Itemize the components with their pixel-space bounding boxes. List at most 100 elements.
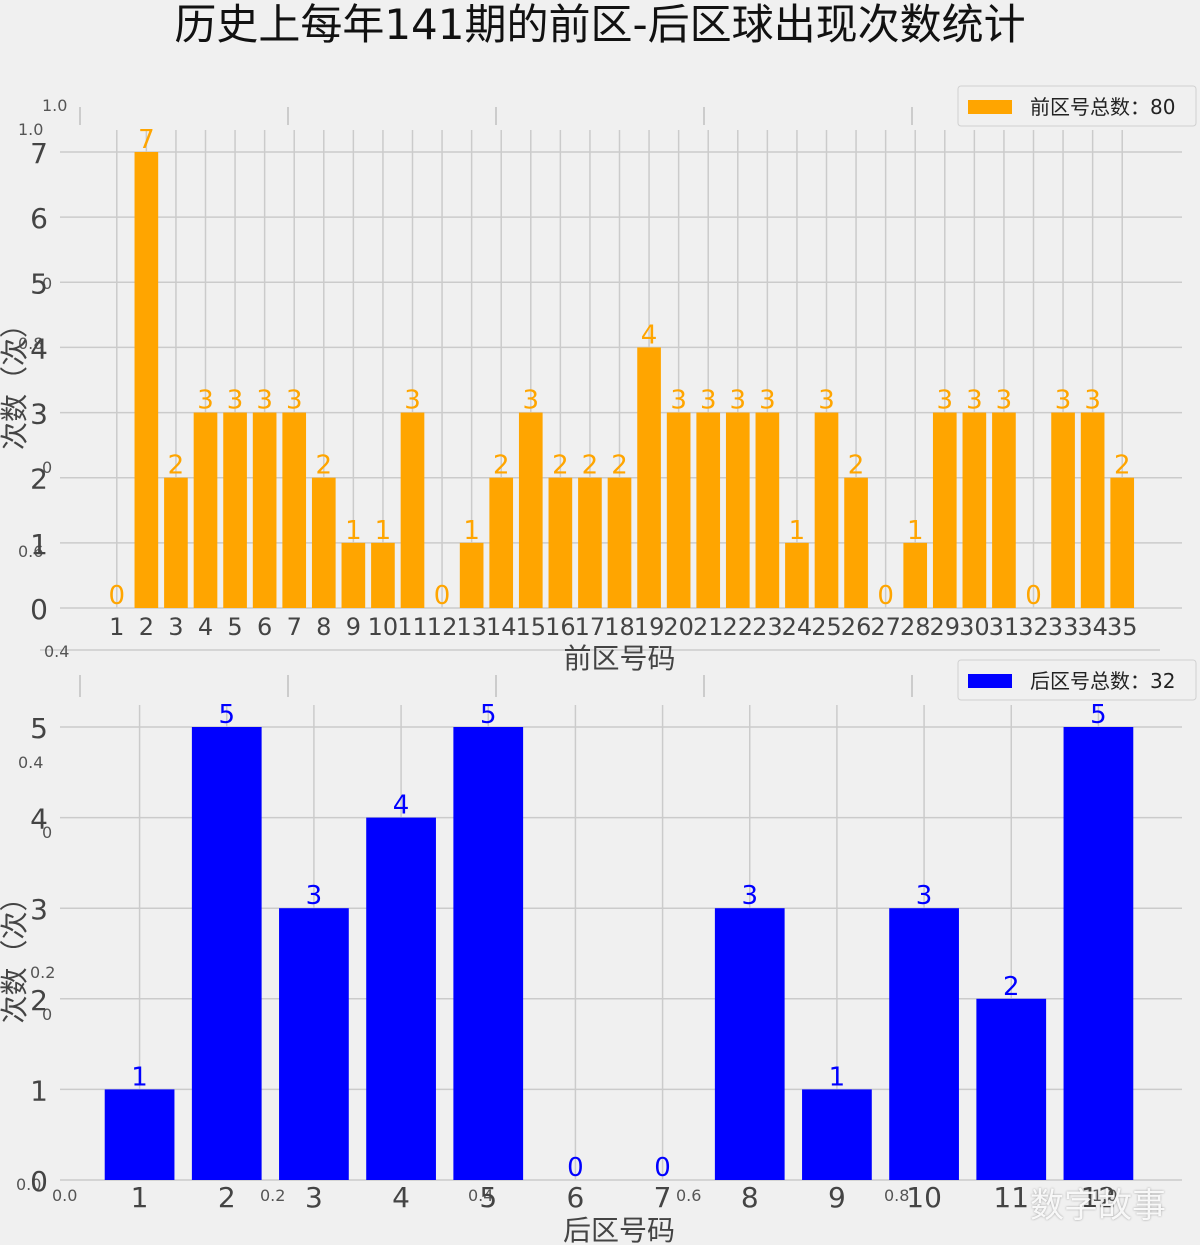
- background-y-tick-label: 0.4: [18, 753, 43, 772]
- bar: [282, 412, 307, 608]
- y-tick-label: 1: [30, 528, 48, 561]
- bar-value-label: 2: [493, 451, 510, 481]
- x-tick-label: 1: [109, 613, 124, 641]
- bar: [366, 817, 436, 1180]
- background-x-tick-label: 1.0: [1092, 1186, 1117, 1205]
- bar-value-label: 3: [523, 386, 540, 416]
- bar: [755, 412, 780, 608]
- background-y-tick-label: 0: [42, 1005, 52, 1024]
- y-axis-label: 次数（次）: [0, 883, 31, 1023]
- bar: [252, 412, 277, 608]
- x-axis-label: 前区号码: [563, 642, 675, 675]
- watermark-text: 数字故事: [1030, 1186, 1166, 1226]
- bar: [1080, 412, 1105, 608]
- background-y-tick-label: 0.8: [18, 334, 43, 353]
- bar-value-label: 2: [611, 451, 628, 481]
- y-tick-label: 7: [30, 137, 48, 170]
- bar-value-label: 2: [168, 451, 185, 481]
- x-tick-label: 16: [545, 613, 576, 641]
- bar-value-label: 2: [1003, 972, 1020, 1002]
- x-tick-label: 2: [218, 1181, 236, 1214]
- bar-value-label: 3: [1084, 386, 1101, 416]
- x-tick-label: 23: [752, 613, 783, 641]
- bar-value-label: 4: [393, 791, 410, 821]
- x-tick-label: 2: [139, 613, 154, 641]
- x-tick-label: 8: [316, 613, 331, 641]
- bar-value-label: 2: [848, 451, 865, 481]
- x-tick-label: 28: [900, 613, 931, 641]
- bar-value-label: 5: [218, 700, 235, 730]
- y-tick-label: 0: [30, 1165, 48, 1198]
- x-tick-label: 21: [693, 613, 724, 641]
- x-tick-label: 9: [828, 1181, 846, 1214]
- x-tick-label: 3: [168, 613, 183, 641]
- bar-value-label: 1: [907, 516, 924, 546]
- x-tick-label: 6: [567, 1181, 585, 1214]
- bar-value-label: 3: [197, 386, 214, 416]
- bar-value-label: 5: [480, 700, 497, 730]
- bar: [459, 542, 484, 608]
- bar-value-label: 1: [463, 516, 480, 546]
- bar: [725, 412, 750, 608]
- y-tick-label: 5: [30, 267, 48, 300]
- x-tick-label: 1: [131, 1181, 149, 1214]
- bar-value-label: 3: [759, 386, 776, 416]
- bar-value-label: 0: [654, 1153, 671, 1183]
- bar-value-label: 3: [937, 386, 954, 416]
- x-tick-label: 19: [634, 613, 665, 641]
- x-tick-label: 11: [397, 613, 428, 641]
- bar-value-label: 3: [227, 386, 244, 416]
- legend-box: [957, 659, 1197, 701]
- x-tick-label: 18: [604, 613, 635, 641]
- bar: [637, 347, 661, 608]
- x-tick-label: 14: [486, 613, 517, 641]
- background-y-tick-label: 0.2: [30, 963, 55, 982]
- x-tick-label: 11: [993, 1181, 1029, 1214]
- x-tick-label: 22: [723, 613, 754, 641]
- x-tick-label: 5: [227, 613, 242, 641]
- bar-value-label: 0: [1025, 581, 1042, 611]
- y-tick-label: 2: [30, 463, 48, 496]
- x-tick-label: 32: [1018, 613, 1049, 641]
- bar: [1110, 477, 1135, 608]
- bar: [578, 477, 602, 608]
- x-tick-label: 12: [427, 613, 458, 641]
- bar: [453, 727, 524, 1180]
- bar: [134, 152, 159, 608]
- bar-value-label: 3: [256, 386, 273, 416]
- y-tick-label: 6: [30, 202, 48, 235]
- background-y-tick-label: 0.6: [18, 542, 43, 561]
- x-tick-label: 7: [654, 1181, 672, 1214]
- x-tick-label: 31: [989, 613, 1020, 641]
- bar: [191, 727, 262, 1180]
- bar: [104, 1089, 175, 1180]
- x-tick-label: 10: [906, 1181, 942, 1214]
- y-axis-label: 次数（次）: [0, 310, 31, 450]
- bar: [844, 477, 868, 608]
- bar: [714, 908, 785, 1180]
- bar-value-label: 3: [306, 881, 323, 911]
- x-tick-label: 4: [392, 1181, 410, 1214]
- bar-value-label: 2: [582, 451, 599, 481]
- x-tick-label: 24: [782, 613, 813, 641]
- bar: [164, 477, 188, 608]
- x-tick-label: 25: [811, 613, 842, 641]
- bar: [889, 908, 959, 1180]
- bar: [279, 908, 349, 1180]
- bar-value-label: 3: [996, 386, 1013, 416]
- x-tick-label: 3: [305, 1181, 323, 1214]
- bar-value-label: 0: [877, 581, 894, 611]
- bar-value-label: 3: [1055, 386, 1072, 416]
- background-y-tick-label: 0: [42, 274, 52, 293]
- y-tick-label: 4: [30, 803, 48, 836]
- background-y-tick-label: 1.0: [42, 96, 67, 115]
- y-tick-label: 3: [30, 398, 48, 431]
- bar: [976, 998, 1047, 1180]
- bar: [932, 412, 957, 608]
- x-tick-label: 30: [959, 613, 990, 641]
- bar: [785, 542, 809, 608]
- bar-value-label: 1: [789, 516, 806, 546]
- bar-value-label: 1: [131, 1062, 148, 1092]
- bar-value-label: 1: [345, 516, 362, 546]
